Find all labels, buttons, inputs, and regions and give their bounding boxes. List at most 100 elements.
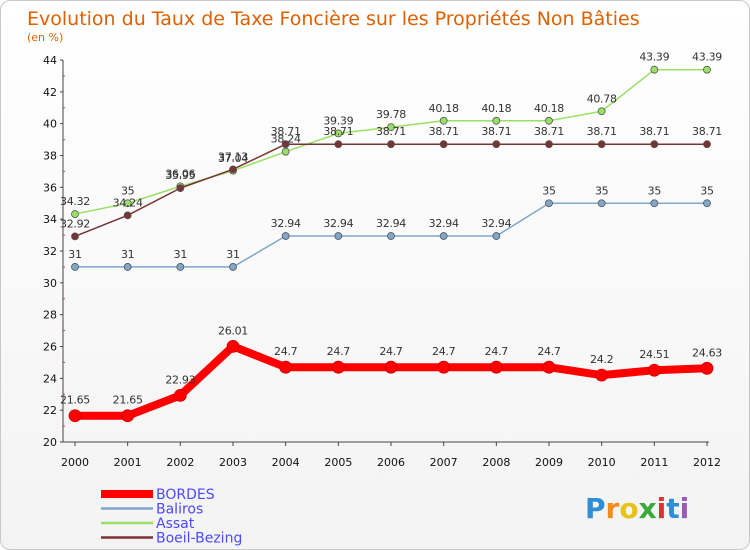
- logo-letter: P: [585, 492, 606, 525]
- y-tick-label: 24: [43, 372, 57, 385]
- data-label: 21.65: [60, 394, 90, 407]
- data-label: 24.7: [432, 345, 456, 358]
- data-point: [68, 409, 82, 423]
- data-label: 24.63: [692, 346, 722, 359]
- data-label: 34.32: [60, 195, 90, 208]
- data-point: [545, 140, 553, 149]
- data-point: [384, 360, 398, 374]
- data-label: 36.06: [165, 167, 195, 180]
- legend-label: Baliros: [156, 502, 203, 518]
- data-label: 43.39: [692, 51, 722, 64]
- data-point: [597, 199, 606, 208]
- y-tick-label: 22: [43, 404, 57, 417]
- data-point: [176, 184, 185, 193]
- data-label: 24.7: [379, 345, 403, 358]
- data-point: [387, 232, 395, 240]
- data-label: 32.94: [323, 217, 353, 230]
- data-label: 32.94: [376, 217, 406, 230]
- legend-label: Boeil-Bezing: [156, 531, 242, 547]
- y-tick-label: 38: [43, 150, 57, 163]
- data-label: 35: [648, 184, 662, 197]
- x-tick-label: 2000: [61, 456, 89, 469]
- data-label: 35: [700, 184, 714, 197]
- data-label: 40.78: [587, 92, 617, 105]
- data-label: 38.71: [481, 125, 511, 138]
- data-point: [545, 116, 553, 125]
- data-point: [647, 363, 661, 377]
- data-point: [176, 263, 185, 271]
- logo-letter: i: [680, 492, 690, 525]
- data-point: [700, 361, 714, 375]
- data-point: [71, 263, 79, 271]
- y-tick-label: 28: [43, 309, 57, 322]
- data-point: [597, 107, 606, 116]
- data-label: 26.01: [218, 324, 248, 337]
- data-label: 24.7: [537, 345, 561, 358]
- data-point: [71, 210, 79, 218]
- data-point: [439, 116, 448, 125]
- proxiti-logo: Proxiti: [585, 492, 689, 525]
- data-point: [281, 232, 290, 240]
- y-tick-label: 44: [43, 54, 57, 67]
- legend-label: BORDES: [156, 487, 215, 503]
- data-point: [703, 199, 711, 208]
- legend-label: Assat: [156, 516, 195, 532]
- data-point: [173, 388, 187, 402]
- data-label: 39.39: [323, 114, 353, 127]
- data-label: 32.94: [429, 217, 459, 230]
- data-label: 35: [542, 184, 556, 197]
- data-point: [123, 199, 132, 208]
- chart-subtitle: (en %): [27, 31, 63, 44]
- x-tick-label: 2007: [430, 456, 458, 469]
- y-tick-label: 32: [43, 245, 57, 258]
- data-point: [334, 232, 343, 240]
- data-point: [492, 232, 501, 240]
- data-label: 35: [121, 184, 135, 197]
- data-label: 31: [121, 248, 134, 261]
- data-point: [597, 140, 606, 149]
- logo-letter: r: [606, 492, 620, 525]
- logo-letter: t: [666, 492, 679, 525]
- y-tick-label: 26: [43, 341, 57, 354]
- data-point: [334, 129, 343, 138]
- data-label: 40.18: [429, 102, 459, 115]
- x-tick-label: 2010: [588, 456, 616, 469]
- data-point: [703, 65, 711, 74]
- series-layer: [68, 65, 714, 423]
- data-point: [229, 165, 237, 174]
- data-label: 40.18: [481, 102, 511, 115]
- data-point: [650, 199, 659, 208]
- logo-text: Proxiti: [585, 492, 689, 525]
- data-label: 31: [68, 248, 81, 261]
- data-label: 38.71: [639, 125, 669, 138]
- y-tick-label: 42: [43, 86, 57, 99]
- data-label: 38.71: [692, 125, 722, 138]
- data-point: [226, 339, 240, 353]
- data-label: 32.92: [60, 217, 90, 230]
- y-tick-label: 40: [43, 118, 57, 131]
- x-tick-label: 2008: [482, 456, 510, 469]
- x-tick-label: 2005: [324, 456, 352, 469]
- data-label: 32.94: [271, 217, 301, 230]
- data-point: [331, 360, 345, 374]
- data-point: [439, 232, 448, 240]
- x-tick-label: 2006: [377, 456, 405, 469]
- data-label: 32.94: [481, 217, 511, 230]
- logo-letter: i: [657, 492, 667, 525]
- data-label: 39.78: [376, 108, 406, 121]
- y-tick-label: 36: [43, 181, 57, 194]
- x-tick-label: 2004: [272, 456, 300, 469]
- data-point: [492, 140, 501, 149]
- data-point: [650, 65, 659, 74]
- data-label: 37.04: [218, 152, 248, 165]
- data-point: [123, 211, 132, 220]
- data-point: [281, 140, 290, 149]
- data-label: 24.7: [274, 345, 298, 358]
- data-label: 38.71: [323, 125, 353, 138]
- data-label: 31: [174, 248, 187, 261]
- data-point: [650, 140, 659, 149]
- x-tick-label: 2003: [219, 456, 247, 469]
